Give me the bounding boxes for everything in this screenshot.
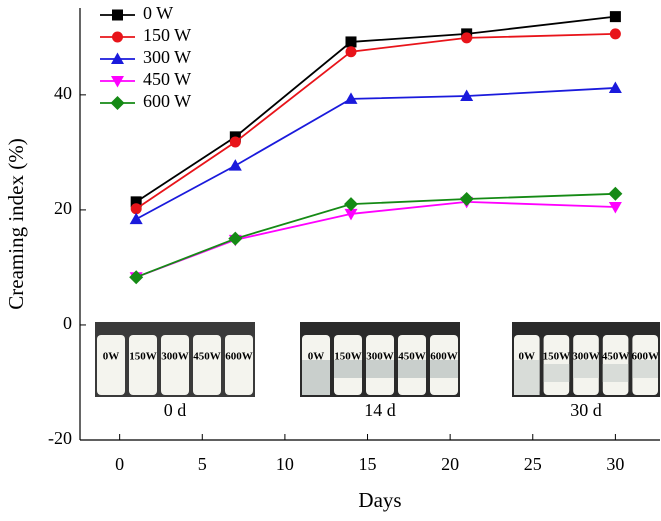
bottle <box>97 335 125 395</box>
marker <box>608 81 622 93</box>
bottle-label: 0W <box>103 351 120 363</box>
legend-marker <box>112 9 123 21</box>
bottle-label: 0W <box>308 351 325 363</box>
x-tick-label: 20 <box>441 454 459 474</box>
bottle-label: 600W <box>225 351 253 363</box>
bottle-label: 600W <box>430 351 458 363</box>
bottle-serum <box>398 360 426 378</box>
legend-label: 300 W <box>143 47 191 67</box>
marker <box>608 186 623 201</box>
legend-marker <box>110 96 125 110</box>
marker <box>345 46 357 58</box>
bottle-label: 150W <box>334 351 362 363</box>
marker <box>608 202 622 214</box>
legend-label: 600 W <box>143 91 191 111</box>
bottle-label: 300W <box>161 351 189 363</box>
marker <box>229 136 241 148</box>
series-line <box>135 200 616 279</box>
y-axis-label: Creaming index (%) <box>4 138 28 309</box>
marker <box>345 36 357 48</box>
x-tick-label: 0 <box>115 454 124 474</box>
photo-label: 30 d <box>570 400 602 420</box>
marker <box>343 197 358 212</box>
marker <box>228 159 242 171</box>
bottle-serum <box>514 360 540 395</box>
marker <box>459 191 474 206</box>
bottle-serum <box>366 360 394 378</box>
bottle-serum <box>543 364 570 382</box>
bottle <box>161 335 189 395</box>
bottle-serum <box>573 360 599 378</box>
legend-marker <box>111 76 124 88</box>
marker <box>130 196 142 208</box>
bottle-serum <box>632 360 658 378</box>
x-axis-label: Days <box>358 488 401 512</box>
bottle-label: 150W <box>543 351 571 363</box>
y-tick-label: 40 <box>54 83 72 103</box>
x-tick-label: 30 <box>606 454 624 474</box>
bottle-label: 0W <box>519 351 536 363</box>
bottle <box>225 335 253 395</box>
bottle-label: 450W <box>602 351 630 363</box>
bottle-serum <box>302 360 330 395</box>
bottle-label: 300W <box>366 351 394 363</box>
photo-label: 0 d <box>164 400 187 420</box>
marker <box>228 231 243 246</box>
marker <box>609 28 621 40</box>
bottle-label: 300W <box>572 351 600 363</box>
bottle-serum <box>430 360 458 378</box>
legend-label: 0 W <box>143 3 173 23</box>
y-tick-label: 0 <box>63 313 72 333</box>
y-tick-label: 20 <box>54 198 72 218</box>
bottle-label: 450W <box>193 351 221 363</box>
bottle-label: 150W <box>129 351 157 363</box>
marker <box>129 212 143 225</box>
marker <box>344 92 358 104</box>
x-tick-label: 10 <box>276 454 294 474</box>
bottle-serum <box>602 364 629 382</box>
marker <box>609 11 621 23</box>
bottle-label: 450W <box>398 351 426 363</box>
legend-marker <box>112 31 123 43</box>
bottle-serum <box>334 360 362 378</box>
marker <box>130 203 142 215</box>
legend-label: 450 W <box>143 69 191 89</box>
x-tick-label: 5 <box>198 454 207 474</box>
bottle-label: 600W <box>631 351 659 363</box>
marker <box>461 32 473 44</box>
bottle <box>193 335 221 395</box>
x-tick-label: 15 <box>359 454 377 474</box>
series-line <box>135 192 616 279</box>
series-line <box>135 15 616 203</box>
bottle <box>129 335 157 395</box>
y-tick-label: -20 <box>48 428 72 448</box>
marker <box>129 270 144 285</box>
legend-label: 150 W <box>143 25 191 45</box>
photo-label: 14 d <box>364 400 396 420</box>
marker <box>460 89 474 102</box>
series-line <box>135 32 616 210</box>
legend-marker <box>111 52 124 64</box>
series-line <box>135 87 616 220</box>
x-tick-label: 25 <box>524 454 542 474</box>
marker <box>344 208 358 221</box>
